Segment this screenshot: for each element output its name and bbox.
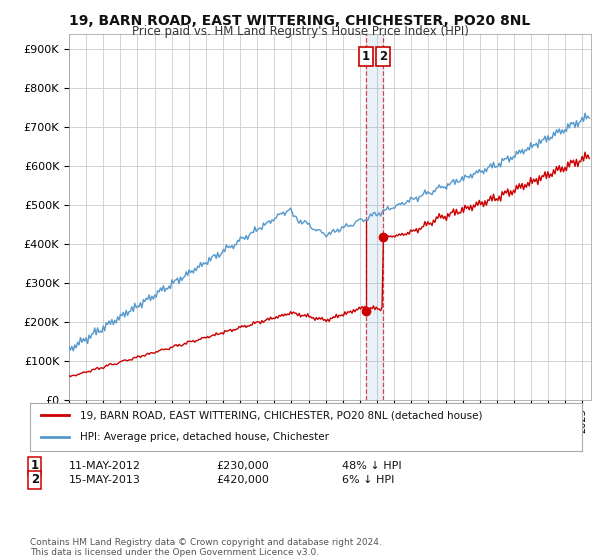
Text: 19, BARN ROAD, EAST WITTERING, CHICHESTER, PO20 8NL (detached house): 19, BARN ROAD, EAST WITTERING, CHICHESTE… bbox=[80, 410, 482, 420]
Text: Price paid vs. HM Land Registry's House Price Index (HPI): Price paid vs. HM Land Registry's House … bbox=[131, 25, 469, 38]
Text: £420,000: £420,000 bbox=[216, 475, 269, 485]
Text: 48% ↓ HPI: 48% ↓ HPI bbox=[342, 461, 401, 471]
Bar bbox=[366, 34, 383, 400]
Text: 19, BARN ROAD, EAST WITTERING, CHICHESTER, PO20 8NL: 19, BARN ROAD, EAST WITTERING, CHICHESTE… bbox=[70, 14, 530, 28]
Text: Contains HM Land Registry data © Crown copyright and database right 2024.
This d: Contains HM Land Registry data © Crown c… bbox=[30, 538, 382, 557]
Text: 1: 1 bbox=[31, 459, 39, 473]
Text: 2: 2 bbox=[379, 50, 388, 63]
Text: 1: 1 bbox=[362, 50, 370, 63]
Text: £230,000: £230,000 bbox=[216, 461, 269, 471]
Text: 15-MAY-2013: 15-MAY-2013 bbox=[69, 475, 141, 485]
Text: HPI: Average price, detached house, Chichester: HPI: Average price, detached house, Chic… bbox=[80, 432, 329, 442]
Text: 11-MAY-2012: 11-MAY-2012 bbox=[69, 461, 141, 471]
Text: 2: 2 bbox=[31, 473, 39, 487]
Text: 6% ↓ HPI: 6% ↓ HPI bbox=[342, 475, 394, 485]
